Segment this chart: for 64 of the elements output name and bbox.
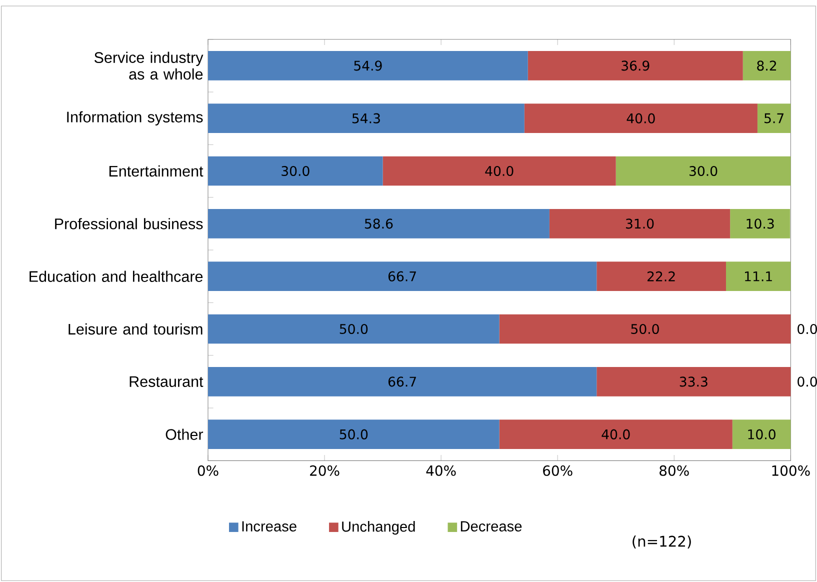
bar	[499, 314, 791, 344]
data-label: 36.9	[622, 60, 650, 71]
bar	[382, 156, 616, 186]
data-label: 66.7	[388, 376, 416, 387]
data-label: 30.0	[282, 166, 310, 176]
bar	[732, 420, 791, 450]
data-label: 0.0	[798, 324, 817, 334]
bar	[208, 314, 500, 344]
bar	[528, 51, 743, 80]
bar	[208, 51, 528, 80]
data-label: 40.0	[602, 429, 630, 440]
data-label: 58.6	[364, 218, 393, 229]
data-label: 33.3	[680, 376, 708, 387]
legend-label: Decrease	[460, 521, 522, 532]
y-tick-label: Service industry as a whole	[94, 52, 204, 80]
data-label: 66.7	[388, 271, 416, 282]
bar	[742, 51, 791, 80]
bar	[208, 262, 597, 292]
y-tick-label: Information systems	[67, 111, 203, 126]
x-tick-label: 60%	[543, 465, 572, 476]
data-label: 50.0	[631, 324, 659, 334]
bar	[730, 209, 790, 238]
data-label: 10.0	[748, 429, 776, 440]
bar	[208, 104, 524, 134]
bar	[757, 104, 791, 134]
bar	[208, 209, 550, 238]
legend-label: Unchanged	[342, 521, 415, 535]
data-label: 40.0	[485, 166, 514, 176]
bar	[524, 104, 758, 134]
data-label: 10.3	[746, 218, 774, 229]
legend-label: Increase	[242, 521, 296, 532]
bar	[616, 156, 791, 186]
bar	[499, 420, 732, 450]
bar	[549, 209, 730, 238]
y-tick-label: Education and healthcare	[30, 270, 203, 282]
x-tick-label: 0%	[198, 465, 218, 476]
data-label: 54.9	[354, 60, 382, 71]
data-label: 40.0	[626, 113, 655, 124]
bar	[208, 156, 383, 186]
y-tick-label: Leisure and tourism	[68, 323, 202, 335]
data-label: 22.2	[648, 271, 675, 282]
y-tick-label: Professional business	[55, 218, 203, 230]
bar	[596, 367, 791, 396]
bar	[596, 262, 726, 292]
y-tick-label: Other	[166, 428, 204, 440]
data-label: 50.0	[340, 324, 368, 334]
x-tick-label: 80%	[660, 465, 689, 476]
data-label: 0.0	[798, 376, 817, 387]
y-tick-label: Restaurant	[130, 376, 204, 387]
data-label: 30.0	[690, 166, 718, 176]
x-tick-label: 40%	[426, 465, 456, 476]
y-tick-label: Entertainment	[109, 165, 204, 177]
bar	[208, 367, 597, 396]
data-label: 54.3	[352, 113, 380, 124]
bar	[208, 420, 500, 450]
x-tick-label: 100%	[772, 465, 810, 476]
data-label: 8.2	[757, 60, 776, 71]
text: (n=122)	[632, 535, 691, 548]
data-label: 11.1	[745, 271, 772, 282]
x-tick-label: 20%	[310, 465, 340, 476]
data-label: 5.7	[764, 113, 784, 124]
bar	[726, 262, 791, 292]
data-label: 31.0	[626, 218, 654, 229]
data-label: 50.0	[340, 429, 368, 440]
